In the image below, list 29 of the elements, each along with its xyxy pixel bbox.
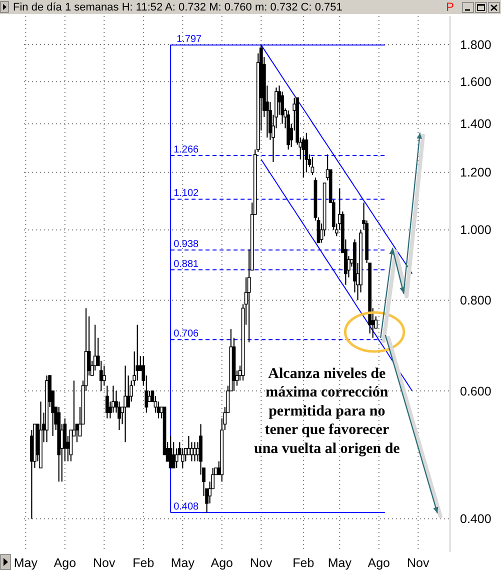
- x-tick-label: Ago: [368, 556, 390, 570]
- y-tick-label: 1.800: [460, 38, 492, 52]
- x-tick-label: Nov: [93, 556, 116, 570]
- chart-title: Fin de día 1 semanas H: 11:52 A: 0.732 M: 0.760 m: 0.732 C: 0.751: [13, 2, 342, 14]
- x-tick-label: May: [328, 556, 352, 570]
- text: P: [446, 0, 454, 14]
- x-tick-label: Nov: [407, 556, 430, 570]
- data-label: 0.706: [174, 328, 200, 340]
- data-label: 0.408: [174, 502, 200, 513]
- x-tick-label: Feb: [132, 556, 154, 570]
- data-label: 0.881: [174, 258, 200, 270]
- data-label: 1.102: [174, 188, 200, 200]
- y-tick-label: 1.000: [460, 223, 492, 238]
- x-tick-label: May: [14, 556, 38, 570]
- x-tick-label: May: [170, 556, 196, 570]
- data-label: 1.266: [174, 144, 200, 156]
- y-tick-label: 0.800: [460, 294, 492, 308]
- y-tick-label: 1.400: [460, 117, 492, 132]
- y-tick-label: 1.200: [460, 166, 492, 180]
- y-tick-label: 0.600: [460, 384, 492, 398]
- data-label: 0.938: [174, 239, 200, 250]
- x-tick-label: Nov: [250, 556, 274, 570]
- y-tick-label: 1.600: [460, 74, 492, 89]
- x-tick-label: Ago: [54, 556, 76, 570]
- data-label: 1.797: [176, 34, 202, 45]
- annotation: Alcanza niveles de máxima corrección permitida para no tener que favorecer una vuelta al origen de: [254, 366, 400, 457]
- y-tick-label: 0.400: [460, 512, 492, 526]
- x-tick-label: Ago: [210, 556, 234, 570]
- x-tick-label: Feb: [292, 556, 314, 570]
